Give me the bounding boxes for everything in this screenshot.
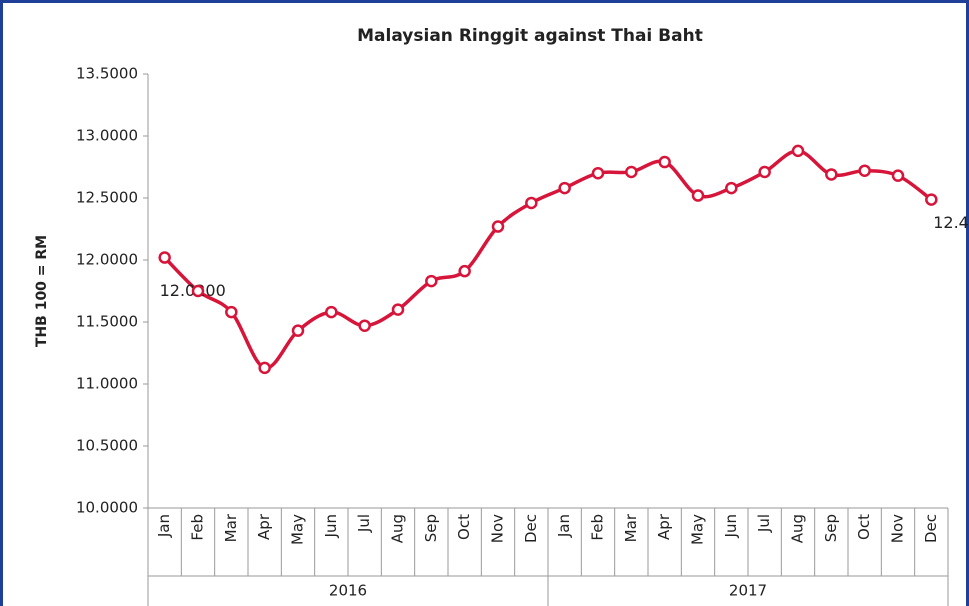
point <box>525 196 538 210</box>
x-tick-label: Jan <box>555 514 573 538</box>
x-tick-label: Mar <box>622 513 640 542</box>
point <box>325 305 338 319</box>
point <box>425 274 438 288</box>
point <box>791 144 805 158</box>
point <box>925 193 938 206</box>
x-tick-label: Mar <box>222 513 240 542</box>
data-label: 12.4872 <box>933 213 969 232</box>
x-tick-label: Oct <box>455 514 473 540</box>
y-tick-label: 12.5000 <box>76 189 138 207</box>
point <box>691 189 705 202</box>
x-tick-label: Feb <box>189 514 207 541</box>
x-tick-label: May <box>289 514 307 545</box>
x-tick-label: Nov <box>489 514 507 543</box>
y-tick-label: 11.5000 <box>76 313 138 331</box>
point <box>358 319 371 332</box>
point <box>458 264 471 278</box>
point <box>225 305 238 319</box>
y-tick-label: 10.0000 <box>76 499 138 517</box>
x-tick-label: Oct <box>855 514 873 540</box>
point <box>891 169 905 182</box>
point <box>258 361 271 375</box>
x-tick-label: Aug <box>789 514 807 543</box>
x-tick-label: Sep <box>422 514 440 542</box>
y-tick-label: 12.0000 <box>76 251 138 269</box>
y-tick-label: 10.5000 <box>76 437 138 455</box>
x-tick-label: Apr <box>655 513 673 540</box>
x-group-label: 2016 <box>329 582 367 600</box>
point <box>158 251 171 264</box>
x-tick-label: Sep <box>822 514 840 542</box>
x-tick-label: Feb <box>589 514 607 541</box>
y-tick-label: 13.0000 <box>76 127 138 145</box>
point <box>758 165 771 179</box>
x-tick-label: Jul <box>755 514 773 533</box>
x-group-label: 2017 <box>729 582 767 600</box>
y-tick-label: 13.5000 <box>76 65 138 83</box>
x-tick-label: Jun <box>322 514 340 538</box>
point <box>191 284 205 298</box>
point <box>658 155 671 169</box>
x-tick-label: Dec <box>522 514 540 543</box>
x-tick-label: Jul <box>355 514 373 533</box>
x-tick-label: Aug <box>389 514 407 543</box>
y-tick-label: 11.0000 <box>76 375 138 393</box>
x-tick-label: Jun <box>722 514 740 538</box>
point <box>491 220 505 233</box>
y-axis-label: THB 100 = RM <box>34 235 50 347</box>
point <box>858 164 871 177</box>
point <box>591 166 605 180</box>
x-tick-label: Dec <box>922 514 940 543</box>
chart-title: Malaysian Ringgit against Thai Baht <box>357 26 703 46</box>
x-tick-label: Apr <box>255 513 273 540</box>
point <box>291 324 305 337</box>
point <box>625 165 638 179</box>
x-tick-label: Jan <box>155 514 173 538</box>
x-tick-label: Nov <box>889 514 907 543</box>
point <box>725 181 738 195</box>
point <box>391 303 405 316</box>
x-tick-label: May <box>689 514 707 545</box>
point <box>825 168 838 181</box>
point <box>558 181 571 195</box>
